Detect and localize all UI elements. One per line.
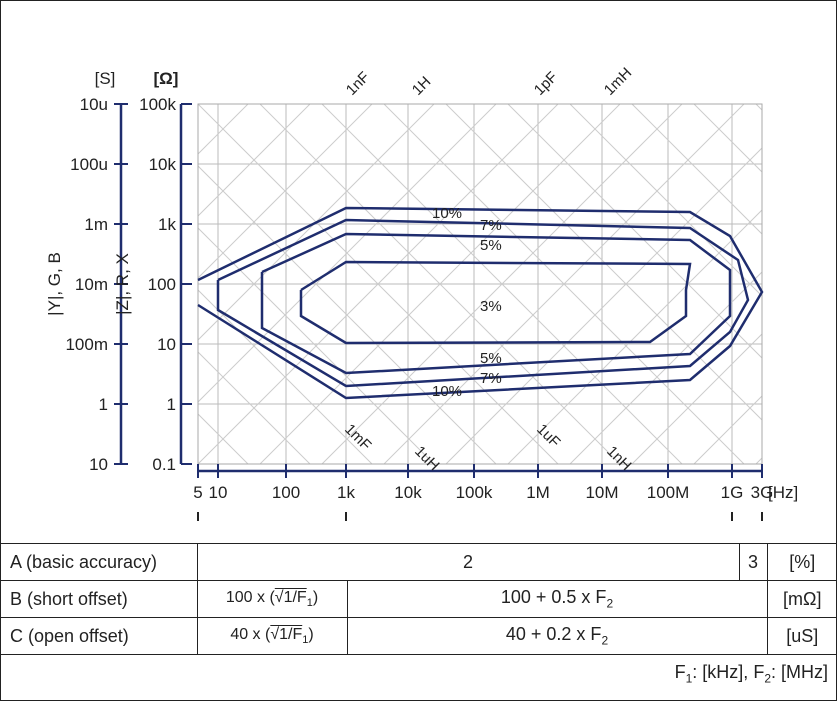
accuracy-table: A (basic accuracy) 2 3 [%] B (short offs… [0, 543, 837, 655]
grid-diag [259, 104, 621, 464]
grid-diag [383, 104, 745, 464]
outer-y-title: |Y|, G, B [45, 252, 64, 316]
contour-3pct [299, 260, 692, 345]
label-5-bot: 5% [480, 350, 502, 367]
inner-y-tick-label: 10 [157, 335, 176, 354]
row-b-formula-low: 100 x (√1/F1) [196, 580, 348, 618]
grid-diag [818, 104, 840, 464]
label-3: 3% [480, 298, 502, 315]
top-diagonal-label: 1nF [343, 69, 373, 99]
x-tick-label: 1k [337, 483, 355, 502]
inner-y-tick-label: 100 [148, 275, 176, 294]
row-a-value: 2 [196, 543, 740, 581]
grid-diag [755, 104, 762, 111]
row-c-formula-low: 40 x (√1/F1) [196, 617, 348, 655]
plot-area [197, 103, 763, 465]
outer-y-tick-label: 1 [99, 395, 108, 414]
grid-diag [631, 104, 762, 235]
grid-diag [755, 457, 762, 464]
grid-diag [818, 104, 840, 464]
row-c-formula-high: 40 + 0.2 x F2 [346, 617, 768, 655]
top-diagonal-label: 1H [409, 73, 435, 99]
bottom-diagonal-label: 1uH [411, 443, 442, 474]
row-a-label: A (basic accuracy) [0, 543, 198, 581]
x-tick-label: 3G [751, 483, 774, 502]
table-row-b: B (short offset) 100 x (√1/F1) 100 + 0.5… [0, 580, 837, 618]
label-7-top: 7% [480, 217, 502, 234]
x-tick-label: 1G [721, 483, 744, 502]
grid-diag [693, 104, 762, 173]
table-row-a: A (basic accuracy) 2 3 [%] [0, 543, 837, 581]
row-a-unit: [%] [766, 543, 837, 581]
top-diagonal-label: 1pF [531, 69, 561, 99]
row-b-label: B (short offset) [0, 580, 198, 618]
grid-diag [198, 351, 311, 464]
x-axis: [Hz] 5 10 100 1k 10k 100k 1M 10M 100M 1G 3G [193, 464, 798, 521]
x-tick-label: 10M [585, 483, 618, 502]
outer-y-axis: [S] |Y|, G, B 10u 100u 1m 10m 100m 1 10 [45, 69, 128, 474]
x-tick-label: 5 [193, 483, 202, 502]
label-5-top: 5% [480, 237, 502, 254]
grid-diag [569, 271, 762, 464]
contour-5pct [260, 232, 732, 375]
inner-y-title: |Z|, R, X [113, 253, 132, 315]
grid-diag [198, 104, 497, 403]
label-7-bot: 7% [480, 370, 502, 387]
row-c-unit: [uS] [766, 617, 837, 655]
outer-y-tick-label: 10 [89, 455, 108, 474]
top-diagonal-labels: 1nF 1H 1pF 1mH [343, 64, 635, 98]
x-tick-label: 10k [394, 483, 422, 502]
grid-diag [321, 104, 683, 464]
outer-y-tick-label: 1m [84, 215, 108, 234]
impedance-accuracy-chart: [S] |Y|, G, B 10u 100u 1m 10m 100m 1 10 [Ω] |Z… [45, 64, 840, 521]
contour-10pct [197, 206, 764, 400]
grid-diag [198, 289, 373, 464]
x-tick-label: 100M [647, 483, 690, 502]
grid-diag [198, 104, 373, 279]
grid-diag [445, 147, 762, 464]
outer-y-tick-label: 10m [75, 275, 108, 294]
outer-y-tick-label: 10u [80, 95, 108, 114]
bottom-diagonal-label: 1nH [603, 443, 634, 474]
x-tick-label: 100 [272, 483, 300, 502]
outer-y-tick-label: 100u [70, 155, 108, 174]
grid-diag [631, 333, 762, 464]
row-c-label: C (open offset) [0, 617, 198, 655]
x-tick-label: 10 [209, 483, 228, 502]
contour-labels: 10% 7% 5% 3% 5% 7% 10% [432, 205, 502, 400]
contour-7pct [216, 218, 750, 388]
top-diagonal-label: 1mH [601, 64, 635, 98]
inner-y-axis: [Ω] |Z|, R, X 100k 10k 1k 100 10 1 0.1 [113, 69, 192, 474]
grid-diag [198, 104, 559, 464]
x-tick-label: 1M [526, 483, 550, 502]
accuracy-contours [197, 206, 764, 400]
grid-diag [198, 104, 435, 341]
outer-y-unit: [S] [95, 69, 116, 88]
grid-diag [198, 104, 311, 217]
units-note: F1: [kHz], F2: [MHz] [674, 662, 828, 686]
inner-y-tick-label: 1 [167, 395, 176, 414]
row-b-unit: [mΩ] [766, 580, 837, 618]
outer-y-tick-label: 100m [65, 335, 108, 354]
inner-y-unit: [Ω] [154, 69, 179, 88]
inner-y-tick-label: 100k [139, 95, 176, 114]
label-10-top: 10% [432, 205, 462, 222]
grid-diag [693, 395, 762, 464]
inner-y-tick-label: 0.1 [152, 455, 176, 474]
label-10-bot: 10% [432, 383, 462, 400]
row-b-formula-high: 100 + 0.5 x F2 [346, 580, 768, 618]
x-tick-label: 100k [456, 483, 493, 502]
x-unit: [Hz] [768, 483, 798, 502]
row-a-value-high: 3 [738, 543, 768, 581]
inner-y-tick-label: 1k [158, 215, 176, 234]
inner-y-tick-label: 10k [149, 155, 177, 174]
table-row-c: C (open offset) 40 x (√1/F1) 40 + 0.2 x … [0, 617, 837, 655]
